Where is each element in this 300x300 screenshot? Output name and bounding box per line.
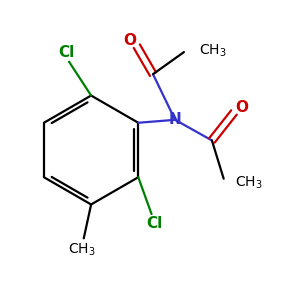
Text: CH$_3$: CH$_3$ [236,175,263,191]
Text: N: N [169,112,182,127]
Text: Cl: Cl [146,216,162,231]
Text: CH$_3$: CH$_3$ [68,242,96,258]
Text: O: O [235,100,248,115]
Text: Cl: Cl [58,45,75,60]
Text: CH$_3$: CH$_3$ [199,42,227,59]
Text: O: O [123,33,136,48]
